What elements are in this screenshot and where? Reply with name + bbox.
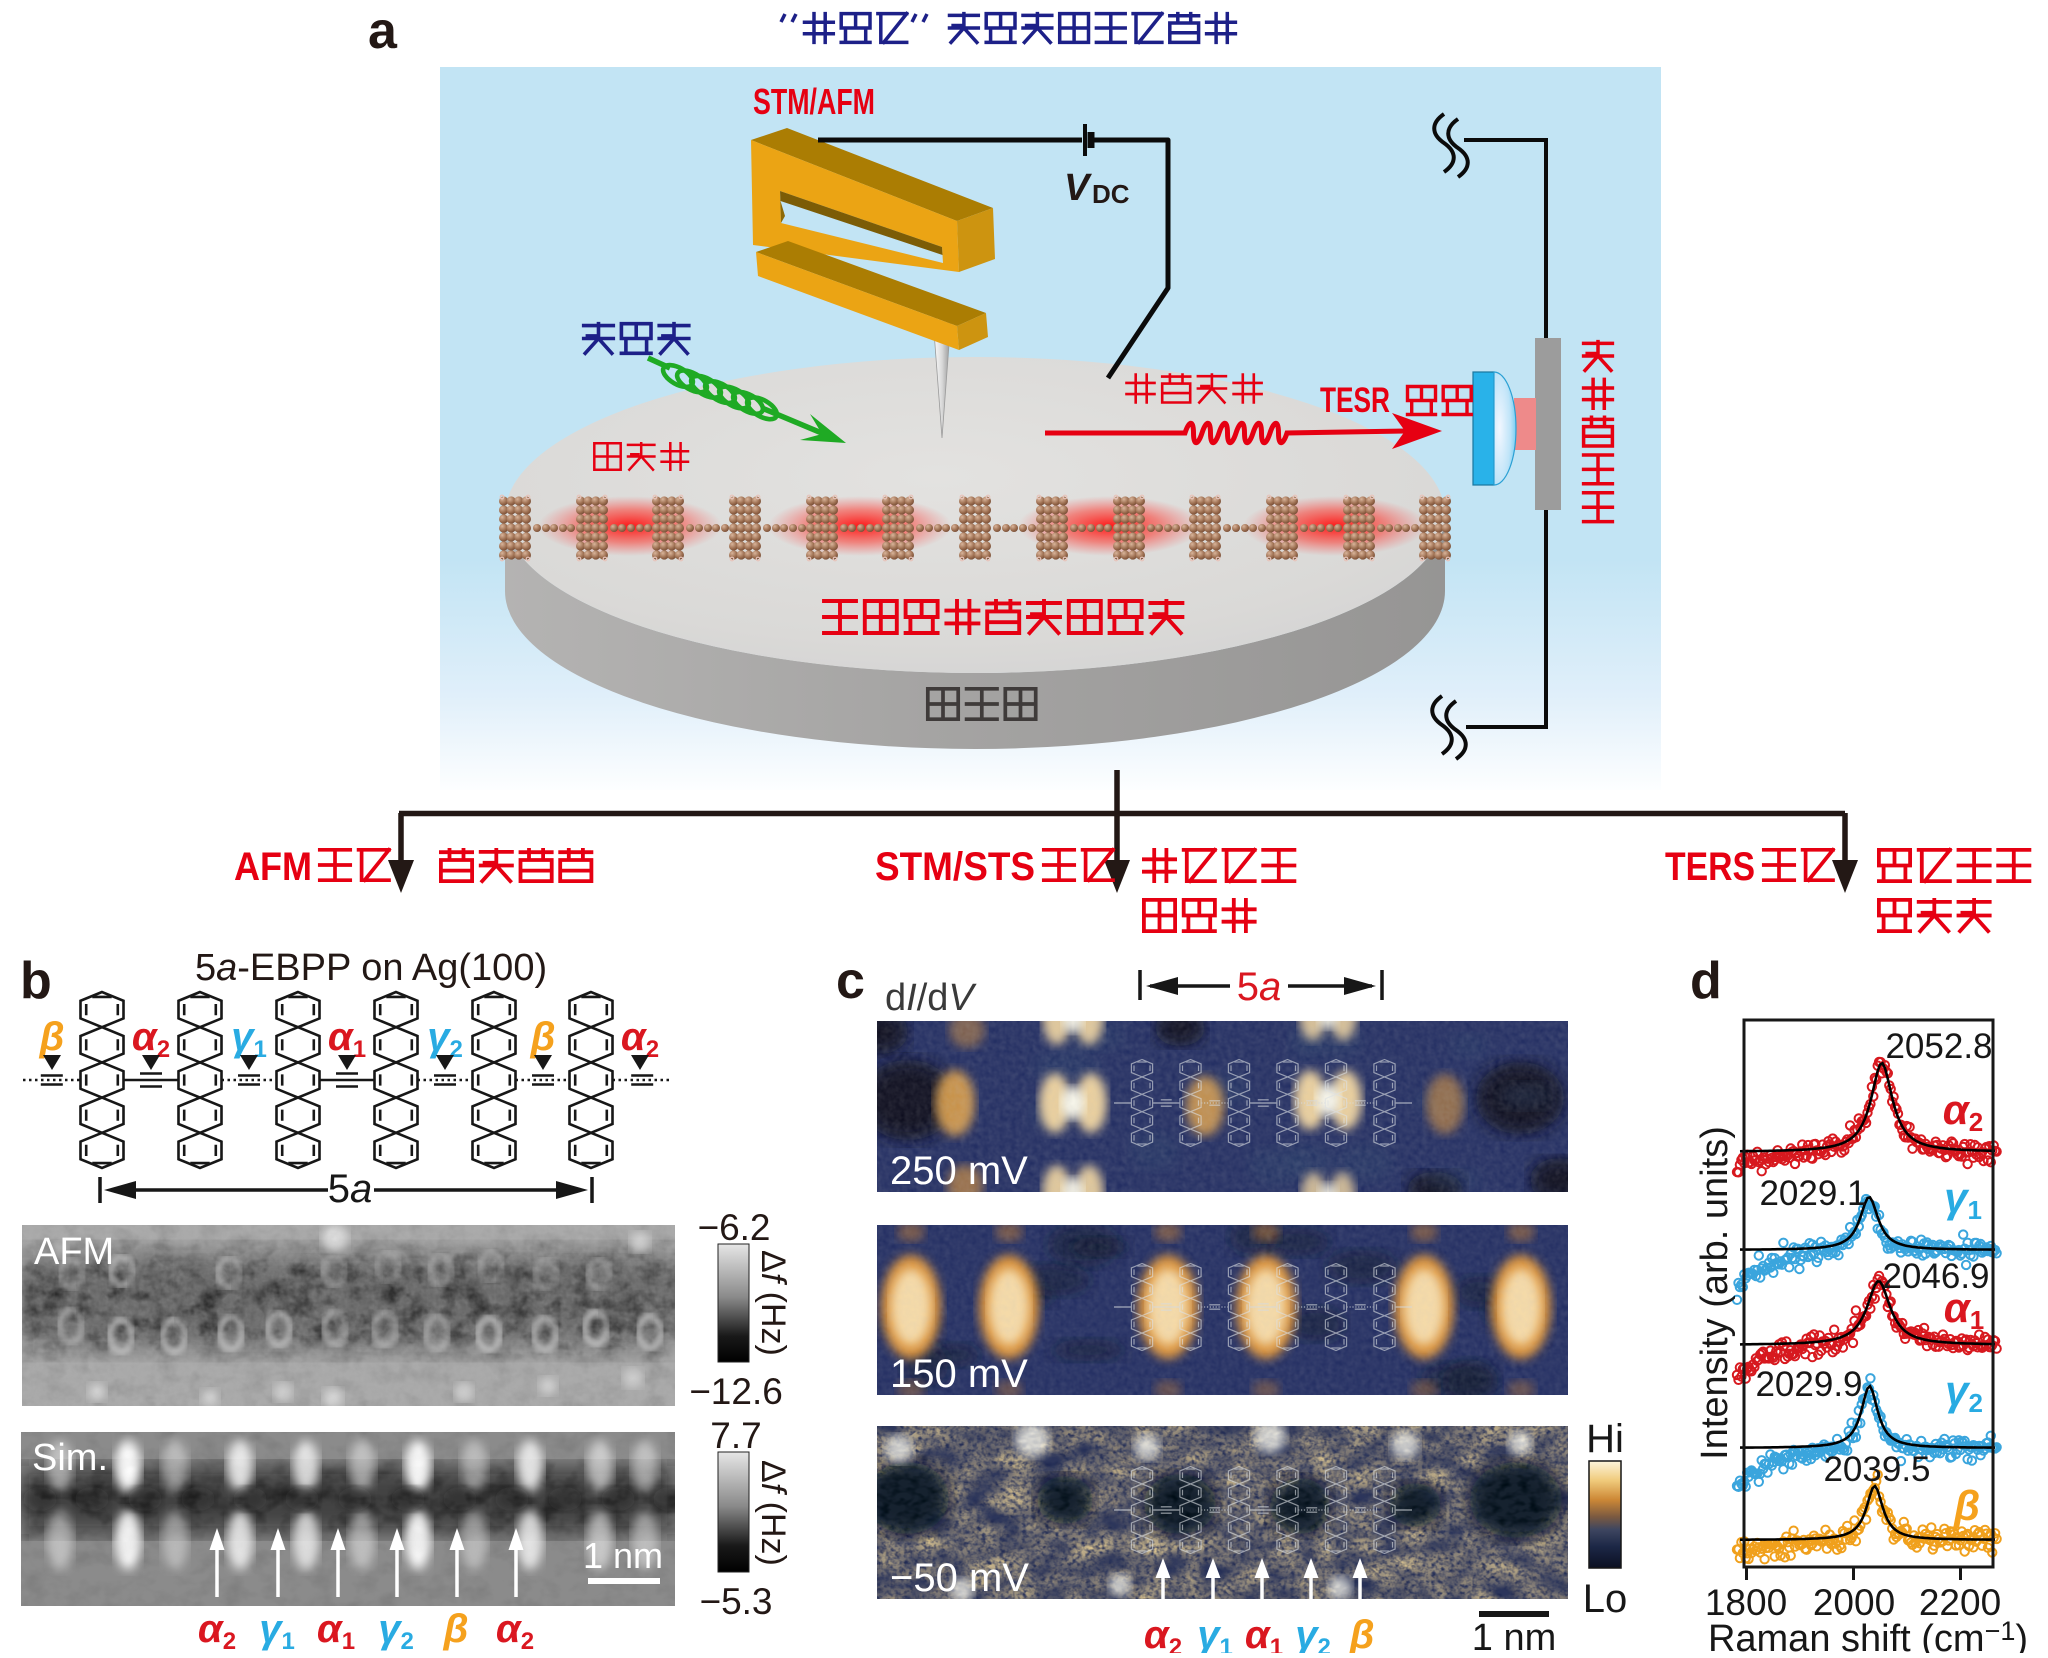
- svg-text:Hi: Hi: [1586, 1417, 1624, 1461]
- svg-text:γ1: γ1: [1197, 1613, 1233, 1653]
- svg-text:2200: 2200: [1919, 1582, 2001, 1623]
- svg-text:TERS: TERS: [1665, 845, 1755, 889]
- svg-text:1 nm: 1 nm: [583, 1535, 663, 1576]
- svg-text:STM/STS: STM/STS: [875, 845, 1035, 889]
- svg-text:β: β: [1953, 1482, 1980, 1529]
- svg-text:−12.6: −12.6: [689, 1371, 783, 1412]
- svg-text:AFM: AFM: [34, 1231, 114, 1273]
- svg-text:a: a: [368, 2, 398, 60]
- svg-text:2039.5: 2039.5: [1823, 1450, 1930, 1489]
- svg-text:α2: α2: [496, 1607, 534, 1653]
- svg-text:d: d: [1690, 952, 1722, 1010]
- svg-text:b: b: [20, 952, 52, 1010]
- svg-text:−6.2: −6.2: [697, 1207, 770, 1248]
- svg-text:7.7: 7.7: [710, 1415, 761, 1456]
- svg-text:1800: 1800: [1705, 1582, 1787, 1623]
- svg-text:2029.9: 2029.9: [1755, 1365, 1862, 1404]
- svg-text:−5.3: −5.3: [699, 1581, 772, 1622]
- svg-text:Raman shift (cm−1): Raman shift (cm−1): [1708, 1616, 2028, 1653]
- svg-text:γ1: γ1: [259, 1607, 295, 1653]
- svg-text:5a: 5a: [1237, 965, 1282, 1009]
- svg-text:1 nm: 1 nm: [1472, 1617, 1556, 1653]
- svg-text:β: β: [530, 1015, 556, 1059]
- svg-text:5a-EBPP on Ag(100): 5a-EBPP on Ag(100): [195, 947, 547, 989]
- svg-text:V: V: [1064, 167, 1092, 209]
- svg-text:Lo: Lo: [1583, 1577, 1628, 1621]
- svg-text:c: c: [836, 952, 865, 1010]
- svg-text:−50 mV: −50 mV: [890, 1556, 1029, 1600]
- svg-text:dI/dV: dI/dV: [885, 977, 977, 1019]
- svg-text:Sim.: Sim.: [32, 1437, 108, 1479]
- svg-text:5a: 5a: [328, 1167, 373, 1211]
- svg-text:AFM: AFM: [234, 845, 312, 889]
- svg-text:2046.9: 2046.9: [1882, 1257, 1989, 1296]
- svg-text:α2: α2: [1943, 1086, 1984, 1137]
- svg-text:TESR: TESR: [1320, 381, 1390, 420]
- svg-text:β: β: [443, 1607, 469, 1651]
- svg-text:2000: 2000: [1813, 1582, 1895, 1623]
- svg-text:α1: α1: [317, 1607, 355, 1653]
- svg-text:γ2: γ2: [1945, 1367, 1983, 1418]
- svg-text:β: β: [1349, 1613, 1375, 1653]
- svg-text:STM/AFM: STM/AFM: [753, 81, 875, 122]
- svg-text:150 mV: 150 mV: [890, 1352, 1028, 1396]
- svg-text:250 mV: 250 mV: [890, 1149, 1028, 1193]
- svg-text:Intensity (arb. units): Intensity (arb. units): [1694, 1126, 1736, 1460]
- svg-text:β: β: [39, 1015, 65, 1059]
- svg-text:Δf (Hz): Δf (Hz): [754, 1250, 792, 1356]
- svg-text:2029.1: 2029.1: [1759, 1174, 1866, 1213]
- svg-text:γ1: γ1: [1944, 1174, 1982, 1225]
- svg-text:γ2: γ2: [1295, 1613, 1331, 1653]
- svg-text:γ2: γ2: [378, 1607, 414, 1653]
- svg-text:α2: α2: [1144, 1613, 1182, 1653]
- svg-text:2052.8: 2052.8: [1885, 1027, 1992, 1066]
- svg-text:Δf (Hz): Δf (Hz): [754, 1460, 792, 1566]
- svg-text:α1: α1: [1245, 1613, 1283, 1653]
- svg-text:α2: α2: [198, 1607, 236, 1653]
- svg-text:DC: DC: [1092, 179, 1130, 209]
